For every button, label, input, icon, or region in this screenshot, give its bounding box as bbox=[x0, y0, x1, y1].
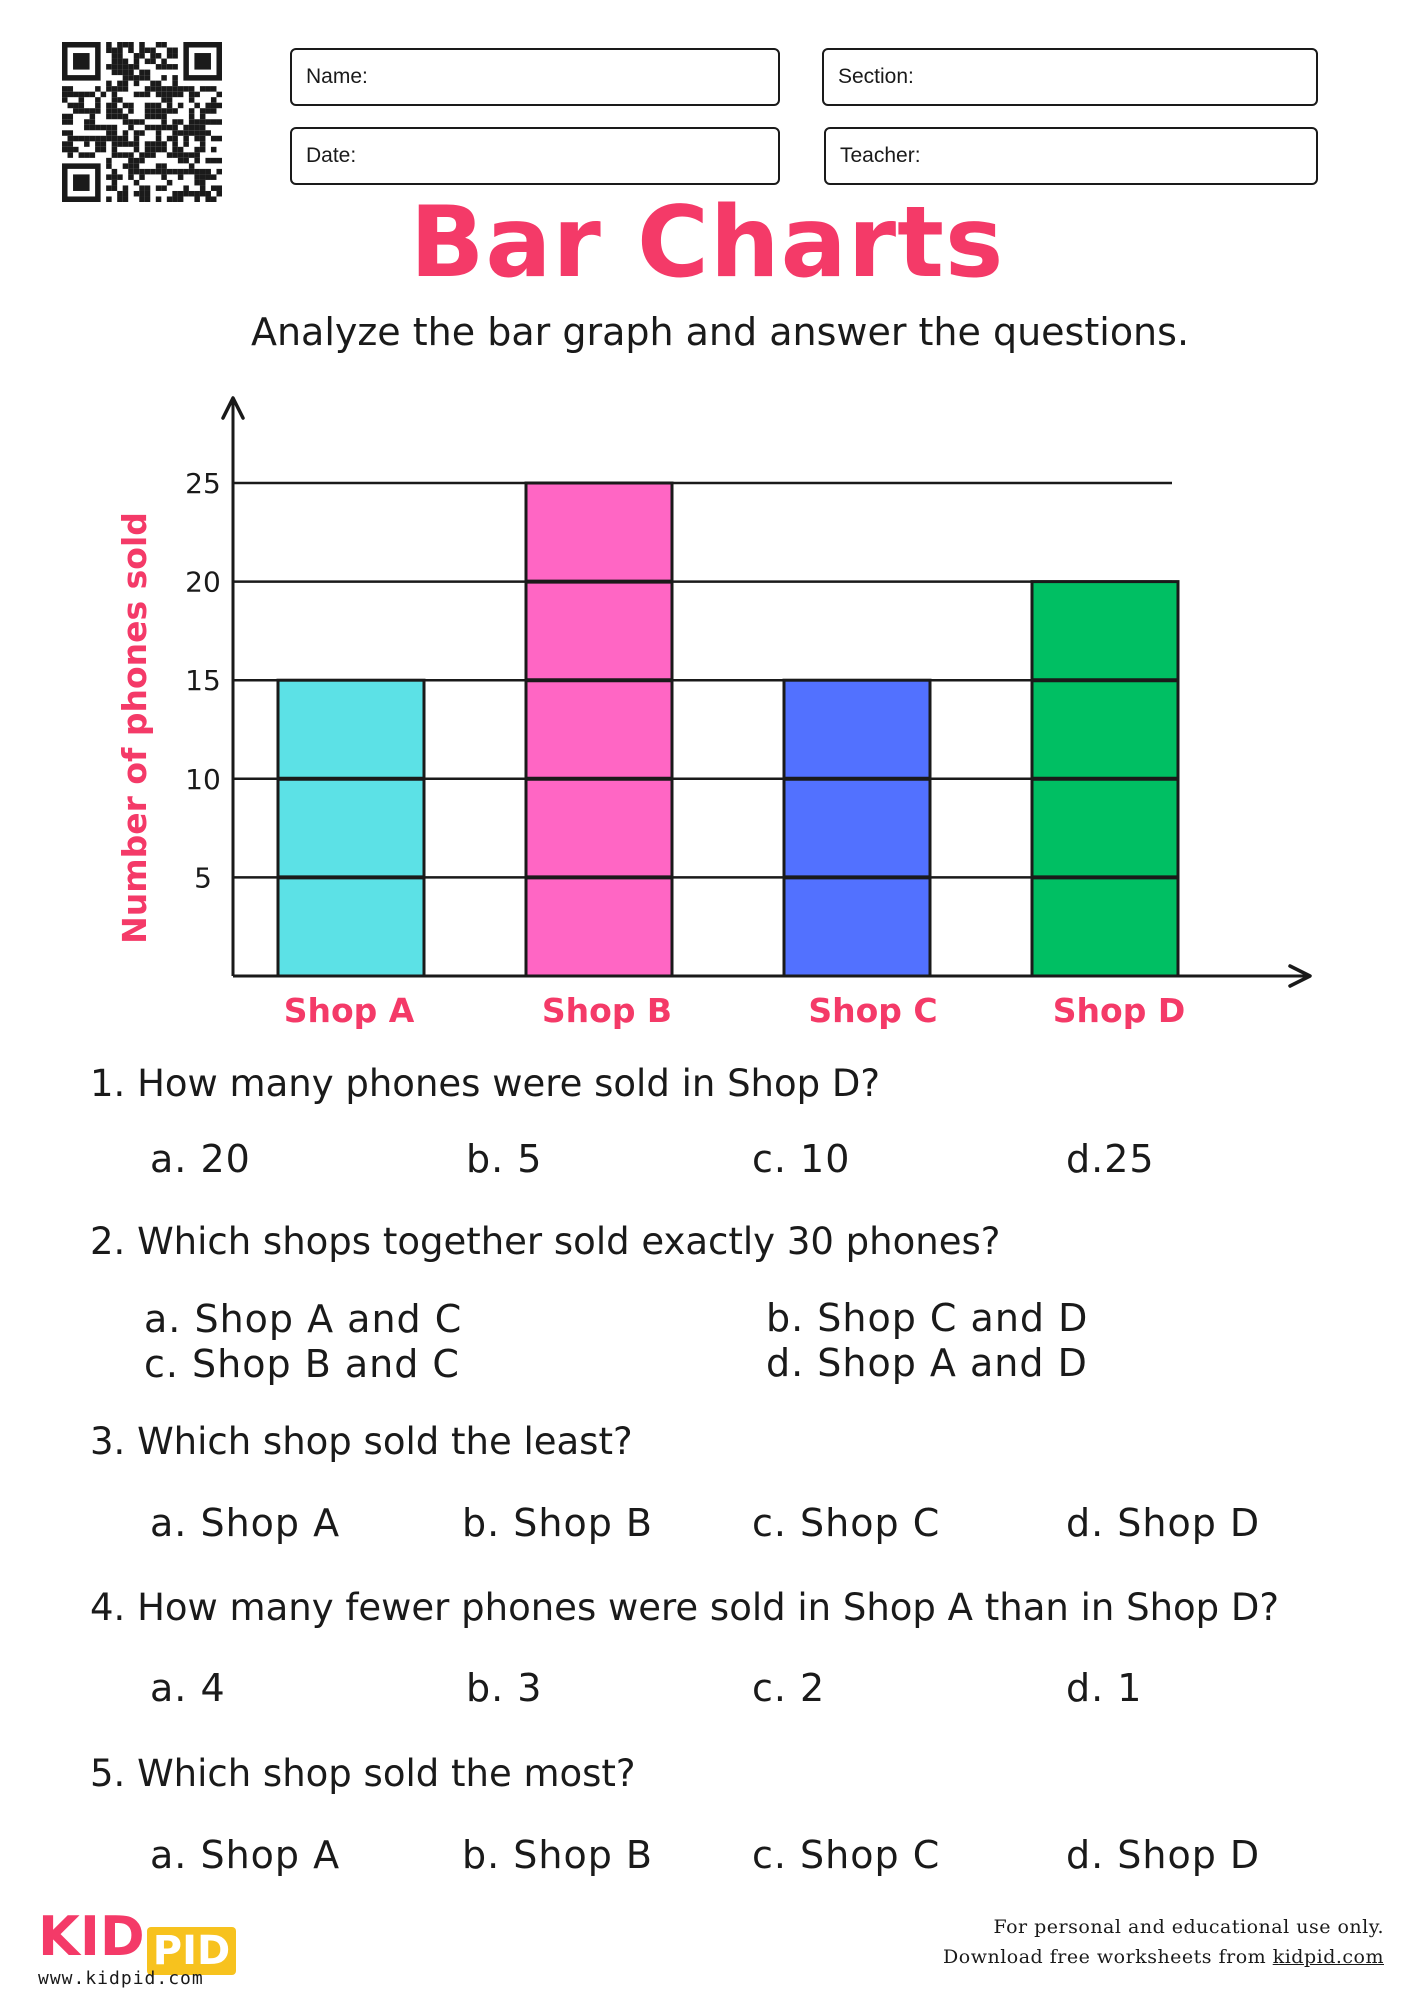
y-tick-label-20: 20 bbox=[185, 566, 221, 599]
question-5: 5. Which shop sold the most? bbox=[90, 1752, 636, 1795]
date-field[interactable]: Date: bbox=[290, 127, 780, 185]
q4-option-b[interactable]: b. 3 bbox=[466, 1666, 543, 1710]
footer-link[interactable]: kidpid.com bbox=[1272, 1946, 1384, 1968]
y-tick-label-25: 25 bbox=[185, 467, 221, 500]
q2-option-c[interactable]: c. Shop B and C bbox=[144, 1342, 460, 1386]
bar-shop-b bbox=[524, 481, 674, 978]
q4-option-c[interactable]: c. 2 bbox=[752, 1666, 826, 1710]
q3-option-a[interactable]: a. Shop A bbox=[150, 1501, 341, 1545]
kidpid-logo: KID PID bbox=[38, 1910, 237, 1975]
question-2: 2. Which shops together sold exactly 30 … bbox=[90, 1220, 1001, 1263]
logo-kid-text: KID bbox=[38, 1905, 145, 1968]
q4-option-d[interactable]: d. 1 bbox=[1066, 1666, 1143, 1710]
qr-code-icon bbox=[62, 42, 222, 202]
q5-option-d[interactable]: d. Shop D bbox=[1066, 1833, 1261, 1877]
bar-chart: 5 10 15 20 25 Shop A Shop B Shop C Shop D Number … bbox=[115, 396, 1312, 1030]
logo-pid-text: PID bbox=[146, 1926, 237, 1975]
section-field-label: Section: bbox=[838, 65, 914, 88]
q3-option-b[interactable]: b. Shop B bbox=[462, 1501, 654, 1545]
footer-download-prefix: Download free worksheets from bbox=[943, 1946, 1273, 1968]
q2-option-d[interactable]: d. Shop A and D bbox=[766, 1341, 1088, 1385]
bar-shop-c bbox=[782, 678, 932, 978]
q2-option-a[interactable]: a. Shop A and C bbox=[144, 1297, 463, 1341]
x-category-label: Shop A bbox=[284, 991, 415, 1030]
teacher-field[interactable]: Teacher: bbox=[824, 127, 1318, 185]
page-title: Bar Charts bbox=[409, 186, 1005, 300]
x-category-label: Shop D bbox=[1053, 991, 1185, 1030]
y-axis-label: Number of phones sold bbox=[115, 512, 154, 944]
footer-download-note: Download free worksheets from kidpid.com bbox=[943, 1946, 1384, 1968]
bar-shop-a bbox=[276, 678, 426, 978]
q1-option-a[interactable]: a. 20 bbox=[150, 1137, 251, 1181]
date-field-label: Date: bbox=[306, 144, 357, 167]
q3-option-c[interactable]: c. Shop C bbox=[752, 1501, 941, 1545]
q3-option-d[interactable]: d. Shop D bbox=[1066, 1501, 1261, 1545]
question-4: 4. How many fewer phones were sold in Sh… bbox=[90, 1586, 1280, 1629]
q1-option-b[interactable]: b. 5 bbox=[466, 1137, 543, 1181]
x-category-label: Shop C bbox=[808, 991, 937, 1030]
q5-option-c[interactable]: c. Shop C bbox=[752, 1833, 941, 1877]
footer-note: For personal and educational use only. bbox=[993, 1916, 1384, 1938]
section-field[interactable]: Section: bbox=[822, 48, 1318, 106]
q1-option-c[interactable]: c. 10 bbox=[752, 1137, 851, 1181]
q5-option-a[interactable]: a. Shop A bbox=[150, 1833, 341, 1877]
q4-option-a[interactable]: a. 4 bbox=[150, 1666, 226, 1710]
q5-option-b[interactable]: b. Shop B bbox=[462, 1833, 654, 1877]
teacher-field-label: Teacher: bbox=[840, 144, 921, 167]
q1-option-d[interactable]: d.25 bbox=[1066, 1137, 1155, 1181]
y-tick-label-10: 10 bbox=[185, 763, 221, 796]
x-category-label: Shop B bbox=[542, 991, 672, 1030]
question-1: 1. How many phones were sold in Shop D? bbox=[90, 1062, 881, 1105]
page-subtitle: Analyze the bar graph and answer the que… bbox=[250, 310, 1190, 354]
name-field[interactable]: Name: bbox=[290, 48, 780, 106]
y-tick-label-15: 15 bbox=[185, 664, 221, 697]
logo-url: www.kidpid.com bbox=[38, 1968, 204, 1989]
question-3: 3. Which shop sold the least? bbox=[90, 1420, 633, 1463]
q2-option-b[interactable]: b. Shop C and D bbox=[766, 1296, 1089, 1340]
x-axis-arrow-icon bbox=[1288, 964, 1312, 988]
name-field-label: Name: bbox=[306, 65, 368, 88]
y-tick-label-5: 5 bbox=[194, 861, 212, 894]
y-axis-arrow-icon bbox=[221, 396, 245, 420]
